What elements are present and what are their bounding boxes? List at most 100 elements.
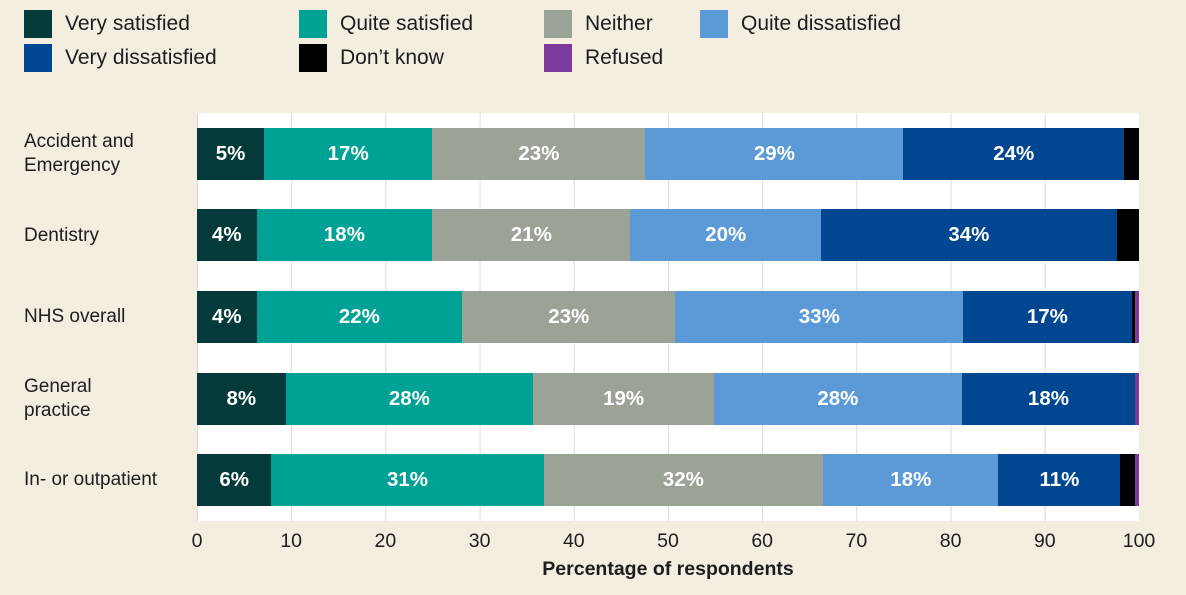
legend-label: Refused: [585, 46, 664, 69]
bar-segment: 8%: [197, 372, 286, 425]
legend-label: Very dissatisfied: [65, 46, 217, 69]
legend-label: Quite dissatisfied: [741, 12, 901, 35]
segment-label: 31%: [386, 468, 428, 492]
bar-segment: 4%: [197, 209, 257, 262]
chart-row: NHS overall 4% 22% 23% 33% 17%: [0, 276, 1139, 358]
segment-label: 28%: [388, 386, 430, 410]
bar-track: 8% 28% 19% 28% 18%: [197, 372, 1139, 425]
bar-segment: 18%: [961, 372, 1136, 425]
bar-segment: 32%: [543, 454, 824, 507]
chart-row: Dentistry 4% 18% 21% 20% 34%: [0, 195, 1139, 277]
bar-segment: [1120, 454, 1136, 507]
bar-track: 6% 31% 32% 18% 11%: [197, 454, 1139, 507]
bar-segment: 24%: [903, 127, 1125, 180]
legend-item: Very dissatisfied: [24, 44, 299, 72]
x-axis-title: Percentage of respondents: [542, 558, 794, 580]
segment-label: 5%: [215, 141, 246, 165]
bar-segment: 31%: [271, 454, 544, 507]
segment-label: 17%: [327, 141, 369, 165]
segment-label: 21%: [510, 223, 552, 247]
bar-segment: 4%: [197, 290, 257, 343]
legend-item: Quite satisfied: [299, 10, 544, 38]
legend-swatch: [299, 44, 327, 72]
row-label: Accident and Emergency: [24, 131, 134, 176]
segment-label: 17%: [1026, 304, 1068, 328]
bar-track: 4% 22% 23% 33% 17%: [197, 290, 1139, 343]
row-label: Dentistry: [24, 224, 99, 246]
legend-item: Quite dissatisfied: [700, 10, 1176, 38]
chart-rows: Accident and Emergency 5% 17% 23% 29% 24% Dent…: [0, 113, 1139, 521]
segment-label: 24%: [993, 141, 1035, 165]
chart-area: Accident and Emergency 5% 17% 23% 29% 24% Dent…: [0, 113, 1155, 595]
axis-tick: 30: [468, 530, 491, 552]
chart-row: In- or outpatient 6% 31% 32% 18% 11%: [0, 439, 1139, 521]
axis-tick: 10: [280, 530, 303, 552]
segment-label: 29%: [753, 141, 795, 165]
legend-item: Refused: [544, 44, 700, 72]
segment-label: 34%: [948, 223, 990, 247]
legend-item: Neither: [544, 10, 700, 38]
bar-segment: 18%: [823, 454, 999, 507]
segment-label: 4%: [211, 223, 242, 247]
axis-tick: 20: [374, 530, 397, 552]
bar-segment: 6%: [197, 454, 272, 507]
bar-segment: 5%: [197, 127, 265, 180]
legend-label: Neither: [585, 12, 653, 35]
bar-track: 4% 18% 21% 20% 34%: [197, 209, 1139, 262]
bar-segment: 33%: [675, 290, 964, 343]
segment-label: 8%: [226, 386, 257, 410]
legend-label: Very satisfied: [65, 12, 190, 35]
bar-segment: 23%: [462, 290, 676, 343]
bar-segment: 23%: [432, 127, 646, 180]
bar-segment: 34%: [821, 209, 1117, 262]
bar-segment: [1131, 290, 1136, 343]
axis-tick: 50: [657, 530, 679, 552]
legend-swatch: [544, 10, 572, 38]
bar-segment: 21%: [432, 209, 631, 262]
row-label: In- or outpatient: [24, 469, 158, 491]
segment-label: 32%: [662, 468, 704, 492]
segment-label: 23%: [518, 141, 560, 165]
legend-swatch: [299, 10, 327, 38]
segment-label: 6%: [219, 468, 249, 492]
row-label: General practice: [24, 375, 92, 421]
legend-swatch: [24, 10, 52, 38]
legend-item: Don’t know: [299, 44, 544, 72]
legend-swatch: [24, 44, 52, 72]
segment-label: 22%: [338, 304, 380, 328]
segment-label: 18%: [890, 468, 932, 492]
legend-row-2: Very dissatisfied Don’t know Refused: [24, 44, 1176, 72]
bar-segment: [1116, 209, 1139, 262]
bar-segment: 20%: [630, 209, 822, 262]
bar-segment: 11%: [998, 454, 1121, 507]
legend: Very satisfied Quite satisfied Neither Quit…: [24, 10, 1176, 78]
axis-tick: 0: [191, 530, 203, 552]
bar-segment: [1124, 127, 1139, 180]
bar-segment: 17%: [264, 127, 433, 180]
bar-segment: [1135, 372, 1139, 425]
chart-row: General practice 8% 28% 19% 28% 18%: [0, 358, 1139, 440]
axis-tick: 70: [845, 530, 868, 552]
axis-tick: 90: [1033, 530, 1056, 552]
bar-segment: 28%: [285, 372, 534, 425]
segment-label: 33%: [798, 304, 840, 328]
chart-row: Accident and Emergency 5% 17% 23% 29% 24%: [0, 113, 1139, 195]
axis-tick: 40: [562, 530, 585, 552]
segment-label: 11%: [1039, 468, 1080, 492]
segment-label: 4%: [211, 304, 242, 328]
bar-segment: 29%: [645, 127, 904, 180]
bar-segment: 28%: [714, 372, 962, 425]
legend-label: Quite satisfied: [340, 12, 474, 35]
legend-row-1: Very satisfied Quite satisfied Neither Quit…: [24, 10, 1176, 38]
segment-label: 23%: [548, 304, 590, 328]
legend-swatch: [700, 10, 728, 38]
bar-segment: [1135, 454, 1139, 507]
segment-label: 18%: [323, 223, 365, 247]
axis-tick: 100: [1122, 530, 1156, 552]
bar-segment: 18%: [256, 209, 433, 262]
legend-label: Don’t know: [340, 46, 444, 69]
segment-label: 19%: [603, 386, 645, 410]
row-label: NHS overall: [24, 306, 126, 328]
segment-label: 20%: [705, 223, 747, 247]
